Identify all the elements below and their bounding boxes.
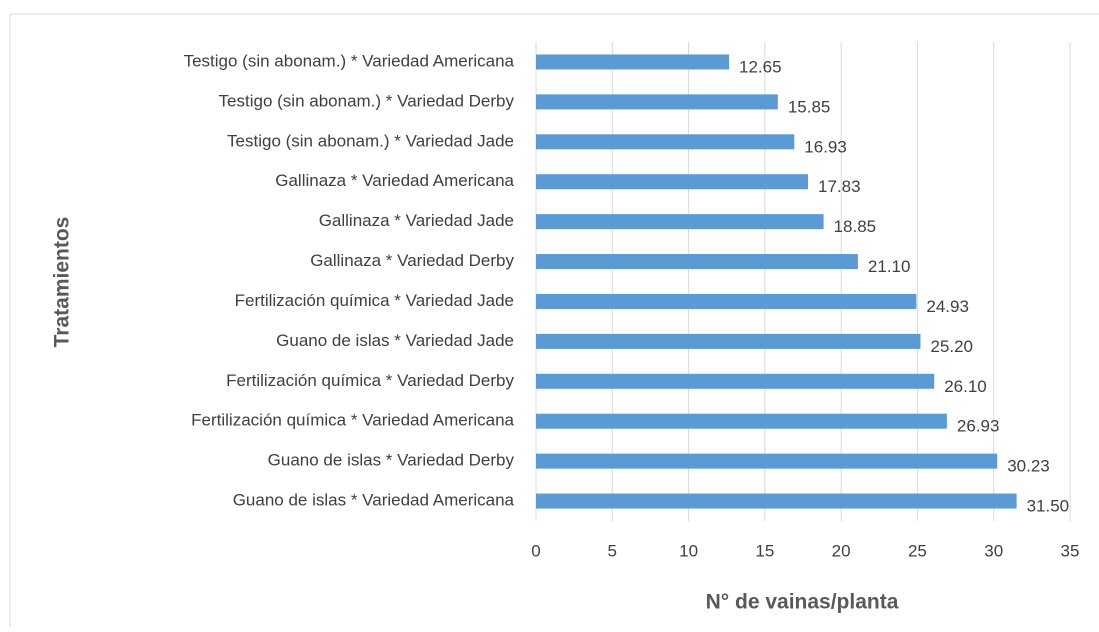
bar: [536, 413, 947, 429]
y-tick-label: Guano de islas * Variedad Derby: [268, 451, 515, 470]
y-tick-label: Gallinaza * Variedad Derby: [310, 251, 514, 270]
bar: [536, 293, 917, 309]
data-label: 15.85: [788, 97, 831, 116]
bar: [536, 54, 730, 70]
y-tick-label: Guano de islas * Variedad Jade: [276, 331, 514, 350]
y-tick-label: Gallinaza * Variedad Jade: [319, 211, 514, 230]
chart-frame: [9, 13, 1099, 632]
x-tick-label: 35: [1061, 541, 1080, 560]
y-tick-label: Gallinaza * Variedad Americana: [275, 171, 514, 190]
data-label: 17.83: [818, 177, 861, 196]
bar: [536, 493, 1017, 509]
y-tick-label: Testigo (sin abonam.) * Variedad Jade: [227, 131, 514, 150]
x-tick-label: 10: [679, 541, 698, 560]
data-label: 18.85: [834, 217, 877, 236]
y-tick-label: Fertilización química * Variedad America…: [191, 411, 514, 430]
y-tick-label: Testigo (sin abonam.) * Variedad Derby: [219, 91, 515, 110]
data-label: 30.23: [1007, 457, 1050, 476]
data-label: 31.50: [1027, 497, 1070, 516]
bar: [536, 174, 809, 190]
bar: [536, 254, 858, 270]
y-tick-label: Fertilización química * Variedad Derby: [226, 371, 514, 390]
x-tick-label: 25: [908, 541, 927, 560]
x-tick-label: 20: [832, 541, 851, 560]
bar: [536, 134, 795, 150]
y-tick-label: Testigo (sin abonam.) * Variedad America…: [184, 51, 515, 70]
y-tick-label: Fertilización química * Variedad Jade: [235, 291, 514, 310]
data-label: 12.65: [739, 57, 782, 76]
y-tick-label: Guano de islas * Variedad Americana: [233, 491, 515, 510]
bar: [536, 214, 824, 230]
data-label: 21.10: [868, 257, 911, 276]
bar: [536, 453, 998, 469]
data-label: 16.93: [804, 137, 847, 156]
x-tick-label: 30: [984, 541, 1003, 560]
x-tick-label: 0: [531, 541, 540, 560]
x-axis-title: N° de vainas/planta: [706, 591, 899, 614]
bar: [536, 94, 778, 110]
bar: [536, 333, 921, 349]
data-label: 24.93: [926, 297, 969, 316]
x-tick-label: 5: [608, 541, 617, 560]
data-label: 25.20: [930, 337, 973, 356]
bar: [536, 373, 935, 389]
data-label: 26.10: [944, 377, 987, 396]
data-label: 26.93: [957, 417, 1000, 436]
x-tick-label: 15: [755, 541, 774, 560]
y-axis-title: Tratamientos: [51, 217, 74, 348]
